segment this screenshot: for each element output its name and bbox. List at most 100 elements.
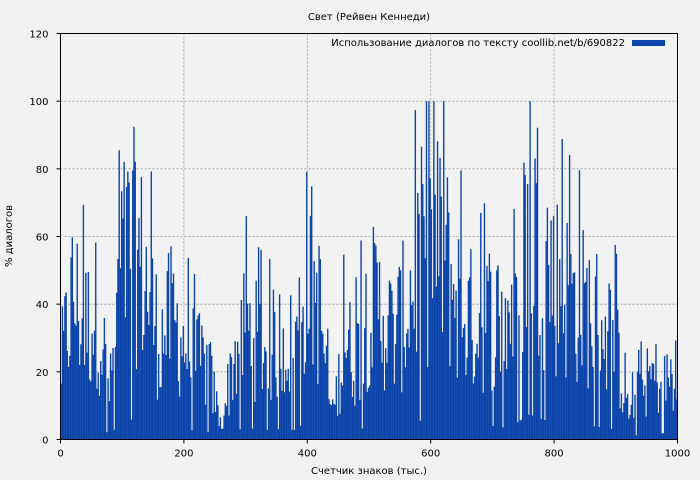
bar — [583, 283, 586, 440]
bar — [573, 272, 576, 440]
bar — [513, 208, 515, 440]
bar — [127, 171, 129, 440]
bar — [634, 394, 636, 440]
bar — [619, 408, 621, 440]
bar — [124, 317, 127, 440]
bar — [165, 354, 167, 440]
bar — [389, 283, 392, 440]
bar — [526, 183, 529, 440]
bar — [178, 396, 181, 440]
bar — [614, 245, 616, 440]
bar — [649, 366, 651, 440]
bar — [287, 368, 289, 440]
bar — [218, 426, 220, 440]
bar — [191, 430, 193, 440]
bar — [201, 325, 203, 440]
x-axis-label: Счетчик знаков (тыс.) — [311, 466, 427, 477]
bar — [503, 360, 505, 440]
bar — [97, 372, 99, 440]
bar — [428, 101, 430, 440]
bar — [129, 268, 131, 440]
x-tick-label: 0 — [57, 449, 63, 460]
bar — [541, 318, 544, 440]
bar — [383, 390, 386, 440]
bar — [422, 184, 424, 440]
bar — [322, 333, 324, 440]
bar — [313, 261, 315, 440]
bar — [646, 348, 649, 440]
bar — [146, 311, 149, 440]
bar — [187, 257, 189, 440]
bar — [396, 314, 398, 440]
bar — [559, 259, 561, 440]
bar — [539, 335, 541, 440]
bar — [356, 323, 359, 440]
bar — [119, 268, 122, 440]
bar — [116, 292, 118, 440]
bar — [478, 313, 481, 440]
bar — [102, 349, 104, 440]
bar — [633, 417, 635, 440]
bar — [171, 283, 173, 440]
bar — [72, 301, 75, 440]
bar — [658, 388, 661, 440]
bar — [362, 383, 365, 440]
bar — [288, 391, 291, 440]
bar — [180, 337, 182, 440]
bar — [227, 363, 229, 440]
bar — [429, 178, 431, 440]
bar — [203, 353, 206, 440]
bar — [546, 207, 549, 440]
bar — [431, 298, 434, 440]
bar — [444, 260, 446, 440]
bar — [197, 315, 199, 440]
chart-title: Свет (Рейвен Кеннеди) — [308, 12, 430, 23]
bar — [177, 381, 180, 440]
bar — [309, 215, 312, 440]
bar — [609, 289, 612, 440]
bar — [566, 222, 568, 440]
bar — [486, 265, 488, 440]
bar — [504, 298, 507, 440]
bar — [236, 341, 239, 440]
bar — [508, 312, 510, 440]
bar — [164, 335, 166, 440]
bar — [373, 243, 376, 440]
bar — [361, 428, 363, 440]
bar — [419, 420, 421, 440]
bar — [670, 359, 672, 440]
bar — [492, 426, 494, 440]
bar — [650, 379, 652, 440]
bar — [333, 403, 335, 440]
bar — [578, 170, 581, 440]
bar — [161, 309, 164, 440]
bar — [113, 429, 115, 440]
bar — [244, 332, 246, 440]
bar — [459, 278, 461, 440]
bar — [65, 292, 67, 440]
bar — [582, 230, 584, 440]
bar — [443, 101, 445, 440]
bar — [625, 397, 628, 440]
bar — [130, 419, 133, 440]
bar — [198, 313, 201, 440]
x-tick-label: 600 — [421, 449, 440, 460]
grid — [60, 33, 678, 440]
bar — [341, 385, 344, 440]
bar — [588, 260, 591, 440]
bar — [278, 294, 281, 440]
bar — [95, 242, 97, 440]
bar — [192, 308, 194, 440]
bar — [385, 348, 387, 440]
bar — [239, 429, 241, 440]
bar — [618, 332, 620, 440]
bar — [90, 381, 92, 440]
bar — [391, 290, 393, 440]
bar — [122, 218, 124, 440]
bar — [339, 413, 341, 440]
bar — [661, 433, 663, 440]
bar — [138, 218, 140, 440]
bar — [493, 386, 496, 440]
bar — [387, 315, 389, 440]
bar — [145, 246, 148, 440]
